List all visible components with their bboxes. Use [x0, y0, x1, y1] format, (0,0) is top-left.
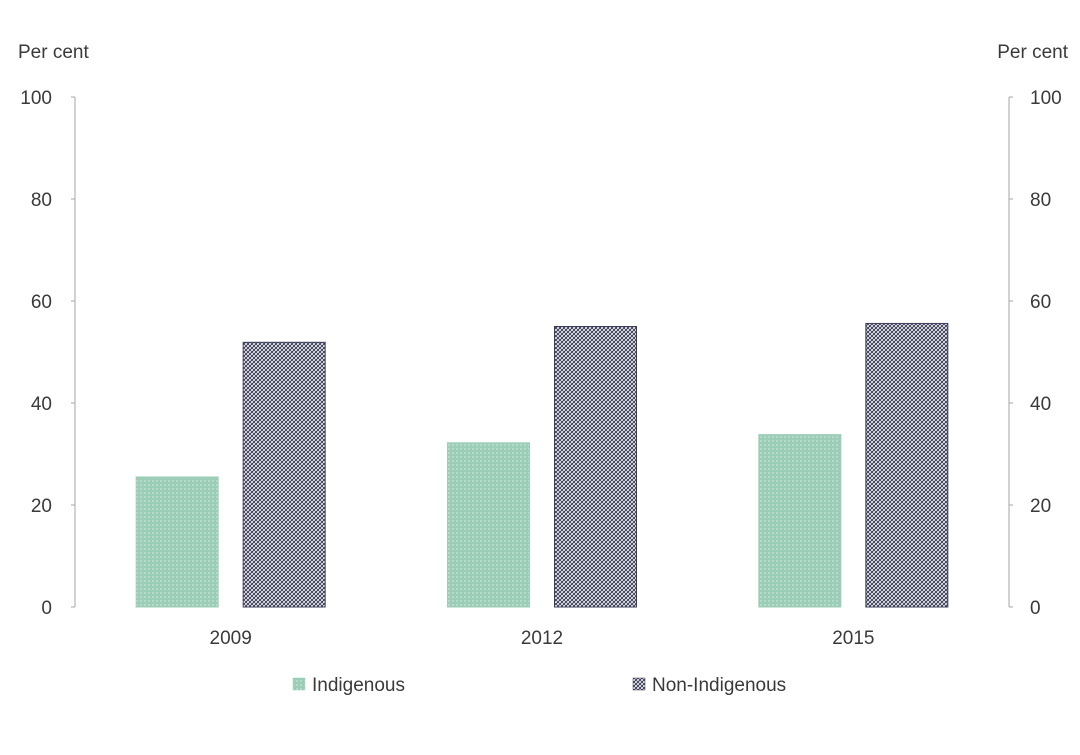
bar-non-indigenous-2009: [242, 341, 326, 608]
right-y-tick-label: 60: [1030, 292, 1051, 313]
right-y-tick-label: 80: [1030, 190, 1051, 211]
x-axis-labels: 2009 2012 2015: [210, 628, 875, 649]
legend-swatch-non-indigenous: [632, 677, 646, 691]
right-y-tick-label: 0: [1030, 598, 1041, 619]
legend-label-indigenous: Indigenous: [312, 675, 405, 696]
x-tick-label: 2012: [521, 628, 563, 649]
left-y-tick-label: 20: [31, 496, 52, 517]
bar-non-indigenous-2015: [865, 322, 949, 608]
bar-non-indigenous-2012: [554, 326, 637, 608]
right-axis-title: Per cent: [997, 42, 1068, 63]
x-tick-label: 2009: [210, 628, 252, 649]
left-y-tick-label: 60: [31, 292, 52, 313]
bar-indigenous-2009: [135, 476, 219, 608]
right-y-tick-label: 20: [1030, 496, 1051, 517]
bar-indigenous-2012: [447, 442, 530, 608]
legend-swatch-indigenous: [292, 677, 306, 691]
left-y-tick-label: 100: [20, 88, 52, 109]
right-y-tick-label: 40: [1030, 394, 1051, 415]
legend-label-non-indigenous: Non-Indigenous: [652, 675, 786, 696]
axes: 0 0 20 20 40 40 60 60 80 80 100 100: [20, 88, 1061, 619]
left-y-tick-label: 0: [41, 598, 52, 619]
legend-item-indigenous[interactable]: Indigenous: [292, 675, 405, 696]
bars: [135, 322, 949, 608]
bar-indigenous-2015: [758, 434, 842, 608]
right-y-tick-label: 100: [1030, 88, 1062, 109]
left-axis-title: Per cent: [18, 42, 89, 63]
legend: Indigenous Non-Indigenous: [292, 675, 786, 696]
left-y-tick-label: 40: [31, 394, 52, 415]
left-y-tick-label: 80: [31, 190, 52, 211]
legend-item-non-indigenous[interactable]: Non-Indigenous: [632, 675, 786, 696]
x-tick-label: 2015: [832, 628, 874, 649]
